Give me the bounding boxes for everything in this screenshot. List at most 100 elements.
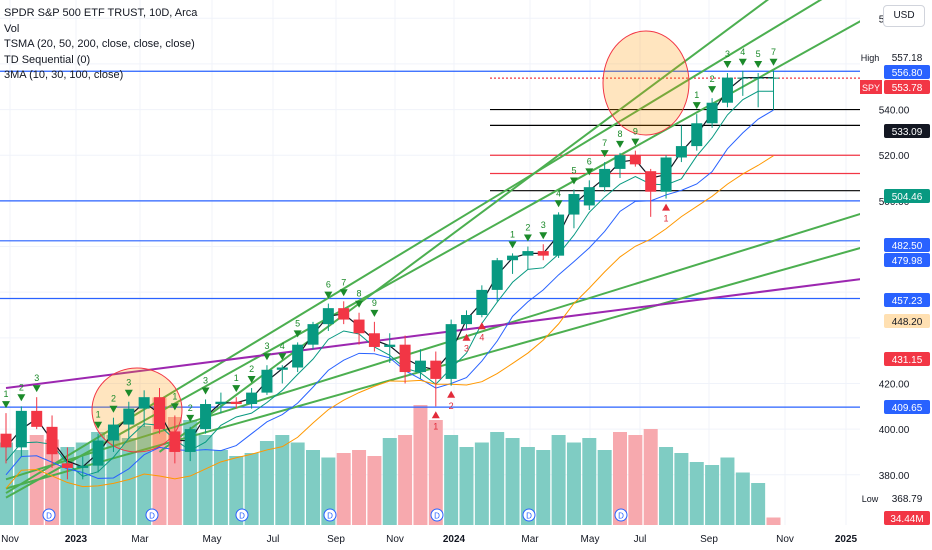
td-down-triangle <box>585 168 594 176</box>
td-count-label: 2 <box>710 74 715 84</box>
trendline <box>5 211 866 481</box>
volume-bar <box>566 442 581 525</box>
td-down-triangle <box>692 102 701 110</box>
td-count-label: 7 <box>341 277 346 287</box>
td-count-label: 4 <box>479 332 484 342</box>
td-down-triangle <box>754 61 763 69</box>
time-tick-label: Mar <box>131 534 149 545</box>
candle-body <box>522 251 534 256</box>
td-count-label: 1 <box>664 214 669 224</box>
td-count-label: 2 <box>249 364 254 374</box>
price-label: 504.46 <box>892 192 923 203</box>
volume-bar <box>382 438 397 525</box>
candle-body <box>691 123 703 147</box>
td-down-triangle <box>124 389 133 397</box>
volume-bar <box>474 442 489 525</box>
legend-3ma[interactable]: 3MA (10, 30, 100, close) <box>4 69 124 81</box>
td-count-label: 8 <box>357 289 362 299</box>
candle-body <box>169 431 181 452</box>
td-count-label: 3 <box>126 378 131 388</box>
td-count-label: 3 <box>203 375 208 385</box>
td-down-triangle <box>324 291 333 299</box>
time-tick-label: Nov <box>776 534 794 545</box>
td-count-label: 5 <box>295 318 300 328</box>
price-label-bg <box>884 65 930 79</box>
volume-bar <box>597 450 612 525</box>
candle-body <box>645 171 657 192</box>
price-label-bg <box>884 293 930 307</box>
volume-bar <box>628 435 643 525</box>
volume-bar <box>643 429 658 525</box>
dividend-marker <box>323 508 337 522</box>
candle-body <box>507 255 519 261</box>
volume-bar <box>290 442 305 525</box>
candle-body <box>614 155 626 169</box>
td-up-triangle <box>662 203 671 211</box>
candle-body <box>752 77 764 79</box>
time-tick-label: Nov <box>386 534 404 545</box>
td-down-triangle <box>32 385 41 393</box>
volume-bar <box>613 432 627 525</box>
volume-bar <box>306 450 320 525</box>
volume-bar <box>198 435 213 525</box>
volume-bar <box>428 420 443 525</box>
td-down-triangle <box>232 385 241 393</box>
extreme-value: 368.79 <box>892 494 923 505</box>
volume-bar <box>751 483 766 525</box>
candle-body <box>292 344 304 368</box>
volume-bar <box>229 456 244 525</box>
legend-volume[interactable]: Vol <box>4 22 20 35</box>
candle-body <box>476 289 488 315</box>
volume-bar <box>398 435 413 525</box>
volume-bar <box>674 453 689 525</box>
candle-body <box>15 410 27 448</box>
td-count-label: 1 <box>234 373 239 383</box>
price-label: 556.80 <box>892 68 923 79</box>
volume-bar <box>14 450 29 525</box>
volume-bar <box>275 435 290 525</box>
time-tick-label: Jul <box>634 534 647 545</box>
legend-title[interactable]: SPDR S&P 500 ETF TRUST, 10D, Arca <box>4 7 198 19</box>
volume-bar <box>213 450 228 525</box>
td-count-label: 2 <box>19 382 24 392</box>
price-label-bg <box>884 511 930 525</box>
candle-body <box>414 360 426 373</box>
candle-body <box>583 187 595 206</box>
legend-tsma[interactable]: TSMA (20, 50, 200, close, close, close) <box>4 38 195 50</box>
td-up-triangle <box>477 322 486 330</box>
td-count-label: 5 <box>756 49 761 59</box>
td-down-triangle <box>247 376 256 384</box>
td-down-triangle <box>769 58 778 66</box>
volume-bar <box>413 405 428 525</box>
volume-bar <box>735 472 750 525</box>
td-count-label: 2 <box>449 401 454 411</box>
volume-bar <box>336 453 351 525</box>
price-label: 533.09 <box>892 127 923 138</box>
volume-bar <box>505 438 520 525</box>
volume-bar <box>582 438 597 525</box>
dividend-marker-label: D <box>434 512 440 521</box>
time-tick-label: 2024 <box>443 534 466 545</box>
candle-body <box>553 214 565 256</box>
time-tick-label: 2025 <box>835 534 858 545</box>
volume-bar <box>367 456 382 525</box>
candles <box>0 70 779 480</box>
td-count-label: 6 <box>587 156 592 166</box>
candle-body <box>307 324 319 345</box>
currency-button[interactable]: USD <box>883 5 925 27</box>
price-label: 479.98 <box>892 256 923 267</box>
candle-body <box>138 397 150 409</box>
td-down-triangle <box>94 421 103 429</box>
td-count-label: 3 <box>725 49 730 59</box>
td-count-label: 3 <box>264 341 269 351</box>
volume-layer <box>0 397 781 525</box>
candle-body <box>675 146 687 158</box>
price-label-bg <box>884 253 930 267</box>
candle-body <box>721 77 733 103</box>
legend-td-sequential[interactable]: TD Sequential (0) <box>4 53 91 66</box>
candle-body <box>261 369 273 393</box>
price-label-bg <box>884 124 930 138</box>
